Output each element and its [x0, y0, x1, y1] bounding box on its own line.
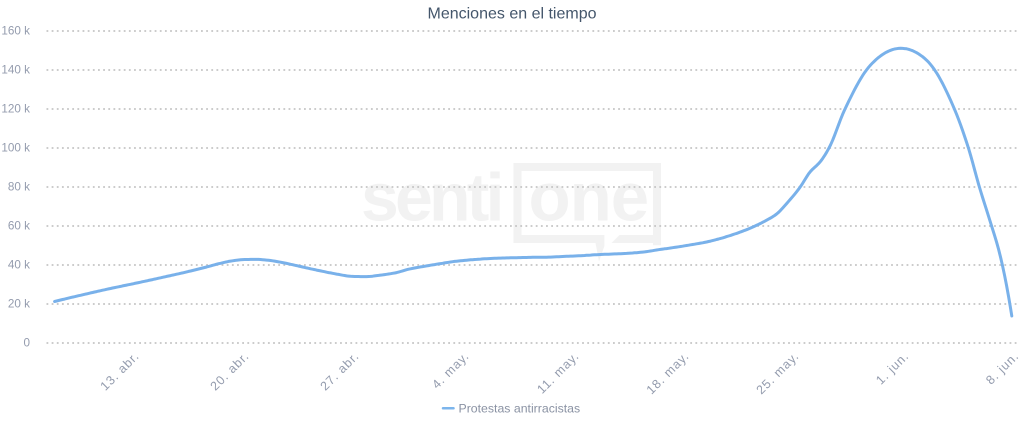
- svg-text:Protestas antirracistas: Protestas antirracistas: [459, 402, 581, 416]
- svg-text:100 k: 100 k: [1, 142, 30, 155]
- svg-text:60 k: 60 k: [8, 220, 30, 233]
- svg-text:80 k: 80 k: [8, 181, 30, 194]
- svg-text:0: 0: [23, 337, 30, 350]
- svg-text:160 k: 160 k: [1, 25, 30, 38]
- svg-text:senti: senti: [361, 160, 501, 236]
- svg-text:Menciones en el tiempo: Menciones en el tiempo: [428, 6, 597, 23]
- svg-text:one: one: [529, 159, 649, 236]
- svg-text:120 k: 120 k: [1, 103, 30, 116]
- svg-text:40 k: 40 k: [8, 259, 30, 272]
- svg-text:20 k: 20 k: [8, 298, 30, 311]
- svg-text:140 k: 140 k: [1, 64, 30, 77]
